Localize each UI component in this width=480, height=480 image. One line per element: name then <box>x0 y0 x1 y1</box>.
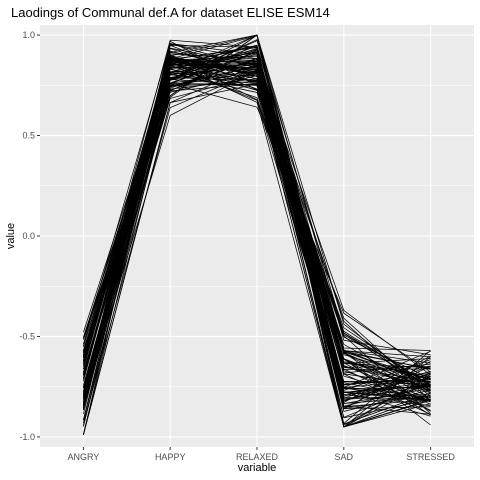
y-axis: -1.0 -0.5 0.0 0.5 1.0 <box>19 30 40 442</box>
series-line <box>83 63 431 386</box>
series-line <box>83 72 431 404</box>
series-line <box>83 70 431 400</box>
series-line <box>83 83 431 420</box>
series-line <box>83 74 431 388</box>
series-line <box>83 61 431 428</box>
y-axis-label: value <box>5 223 17 249</box>
y-tick-label: -0.5 <box>19 331 35 341</box>
y-tick-label: 1.0 <box>22 30 35 40</box>
series-line <box>83 56 431 387</box>
x-tick-label: SAD <box>335 452 354 462</box>
x-axis-label: variable <box>238 462 277 474</box>
series-line <box>83 60 431 376</box>
series-lines <box>83 34 431 435</box>
x-tick-label: STRESSED <box>406 452 455 462</box>
series-line <box>83 68 431 394</box>
x-tick-label: ANGRY <box>67 452 99 462</box>
x-tick-label: RELAXED <box>236 452 279 462</box>
y-tick-label: 0.0 <box>22 231 35 241</box>
series-line <box>83 44 431 428</box>
y-tick-label: 0.5 <box>22 131 35 141</box>
x-axis: ANGRY HAPPY RELAXED SAD STRESSED <box>67 447 455 462</box>
chart-title: Laodings of Communal def.A for dataset E… <box>11 5 330 20</box>
series-line <box>83 43 431 392</box>
x-tick-label: HAPPY <box>155 452 186 462</box>
y-tick-label: -1.0 <box>19 432 35 442</box>
series-line <box>83 62 431 380</box>
